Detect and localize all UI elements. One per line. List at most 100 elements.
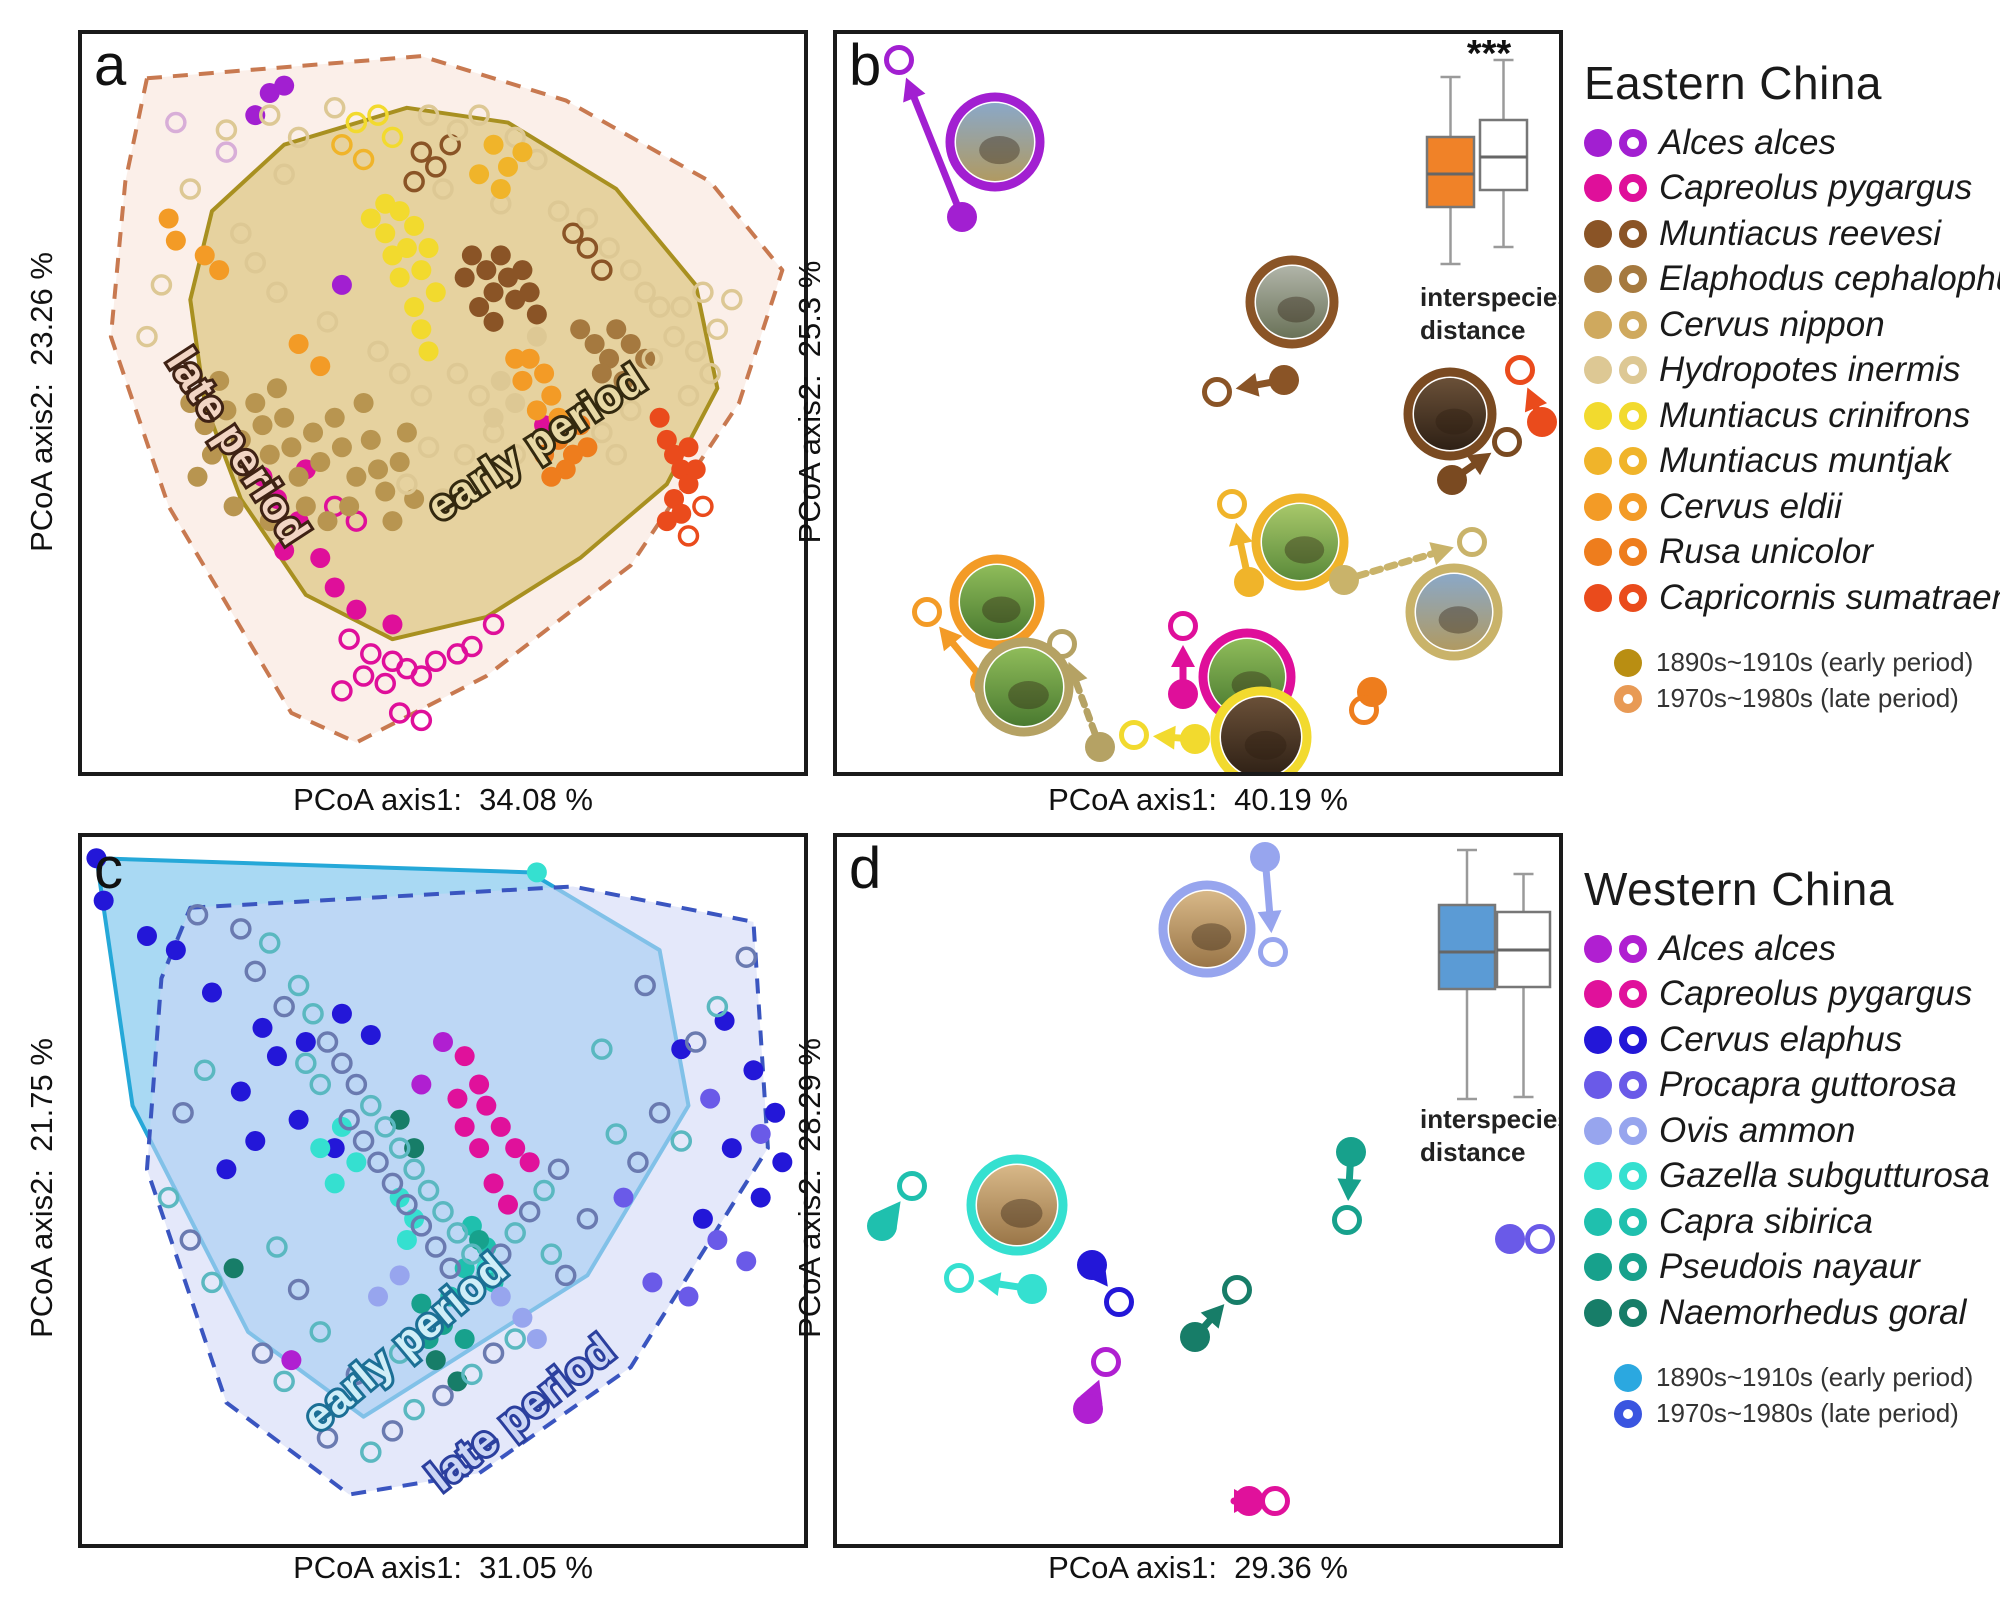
scatter-point xyxy=(244,252,267,274)
panel-d-xaxis-label: PCoA axis1: 29.36 % xyxy=(1048,1550,1348,1585)
species-photo xyxy=(1262,504,1338,580)
scatter-point xyxy=(288,466,309,487)
shift-arrow-head xyxy=(1257,910,1282,934)
scatter-point xyxy=(634,281,656,304)
scatter-point xyxy=(309,1321,332,1343)
late-period-centroid xyxy=(1492,427,1522,457)
period-label: 1890s~1910s (early period) xyxy=(1656,1362,1974,1392)
late-period-centroid xyxy=(1217,489,1247,519)
scatter-point xyxy=(706,995,729,1018)
scatter-point xyxy=(209,370,230,391)
late-period-swatch-icon xyxy=(1619,980,1647,1009)
legend-period-item: 1970s~1980s (late period) xyxy=(1614,1396,1990,1432)
scatter-point xyxy=(519,1152,540,1173)
scatter-point xyxy=(504,1222,526,1244)
boxplot-inset-label: distance xyxy=(1420,1137,1526,1167)
scatter-point xyxy=(273,1370,295,1393)
scatter-point xyxy=(201,1271,223,1294)
scatter-point xyxy=(367,1151,389,1173)
scatter-point xyxy=(635,348,656,369)
scatter-point xyxy=(360,1441,382,1463)
late-period-swatch-icon xyxy=(1619,538,1647,567)
early-period-centroid xyxy=(1250,842,1280,872)
scatter-point xyxy=(360,1024,381,1045)
species-name: Cervus eldii xyxy=(1659,486,1842,526)
legend-item: Rusa unicolor xyxy=(1584,530,2000,576)
early-period-swatch-icon xyxy=(1584,447,1612,476)
scatter-point xyxy=(295,1032,316,1053)
species-centroid-group xyxy=(912,554,1045,697)
scatter-point xyxy=(475,1264,498,1287)
scatter-point xyxy=(382,614,403,635)
scatter-point xyxy=(743,1060,764,1081)
scatter-point xyxy=(649,407,670,428)
scatter-point xyxy=(396,238,417,259)
scatter-point xyxy=(274,407,295,428)
scatter-point xyxy=(403,1158,425,1181)
late-period-centroid xyxy=(1119,720,1149,750)
scatter-point xyxy=(425,650,447,673)
scatter-point xyxy=(534,444,555,465)
species-name: Ovis ammon xyxy=(1659,1110,1856,1150)
scatter-point xyxy=(417,436,440,459)
scatter-point xyxy=(454,1116,475,1137)
scatter-point xyxy=(678,474,699,495)
scatter-point xyxy=(425,1236,447,1258)
scatter-point xyxy=(425,1350,446,1371)
scatter-point xyxy=(526,304,547,325)
scatter-point xyxy=(352,1130,375,1152)
scatter-point xyxy=(736,1251,757,1272)
late-period-centroid xyxy=(1260,1486,1290,1516)
scatter-point xyxy=(648,1101,671,1124)
scatter-point xyxy=(360,208,381,229)
scatter-point xyxy=(562,222,584,245)
legend-period-item: 1970s~1980s (late period) xyxy=(1614,681,2000,717)
scatter-point xyxy=(685,459,706,480)
scatter-point xyxy=(440,1286,461,1307)
legend-item: Cervus eldii xyxy=(1584,484,2000,530)
early-period-swatch-icon xyxy=(1584,128,1612,157)
legend-item: Cervus nippon xyxy=(1584,302,2000,348)
scatter-point xyxy=(454,1046,475,1067)
scatter-point xyxy=(136,325,158,348)
scatter-point xyxy=(483,282,504,303)
species-centroid-group xyxy=(1073,1347,1121,1424)
scatter-point xyxy=(273,163,295,185)
scatter-point xyxy=(323,97,346,119)
scatter-point xyxy=(490,178,511,199)
scatter-point xyxy=(678,1286,699,1307)
scatter-point xyxy=(345,1363,368,1386)
scatter-point xyxy=(258,932,281,954)
scatter-point xyxy=(281,1350,302,1371)
scatter-point xyxy=(483,407,504,428)
late-period-swatch-icon xyxy=(1619,310,1647,339)
scatter-point xyxy=(490,1116,511,1137)
scatter-point xyxy=(381,126,404,149)
early-period-swatch-icon xyxy=(1584,310,1612,339)
legend-east-title: Eastern China xyxy=(1584,57,1882,109)
scatter-point xyxy=(548,429,569,450)
scatter-point xyxy=(512,1307,533,1328)
species-name: Pseudois nayaur xyxy=(1659,1247,1920,1287)
scatter-point xyxy=(310,452,331,473)
scatter-point xyxy=(418,1328,439,1349)
scatter-point xyxy=(417,104,440,126)
shift-arrow-head xyxy=(1466,452,1492,476)
species-name: Muntiacus crinifrons xyxy=(1659,395,1971,435)
scatter-point xyxy=(750,1187,771,1208)
scatter-point xyxy=(274,540,295,561)
scatter-point xyxy=(707,1229,728,1250)
legend-item: Alces alces xyxy=(1584,120,2000,166)
species-name: Cervus nippon xyxy=(1659,304,1885,344)
species-centroid-group xyxy=(1217,489,1349,597)
scatter-point xyxy=(331,1052,353,1074)
species-photo xyxy=(1221,697,1301,772)
scatter-point xyxy=(287,126,310,149)
scatter-point xyxy=(352,665,375,687)
panel-b-xaxis-label: PCoA axis1: 40.19 % xyxy=(1048,782,1348,817)
scatter-point xyxy=(411,1074,432,1095)
scatter-point xyxy=(158,208,179,229)
scatter-point xyxy=(540,1243,563,1265)
scatter-point xyxy=(216,400,237,421)
